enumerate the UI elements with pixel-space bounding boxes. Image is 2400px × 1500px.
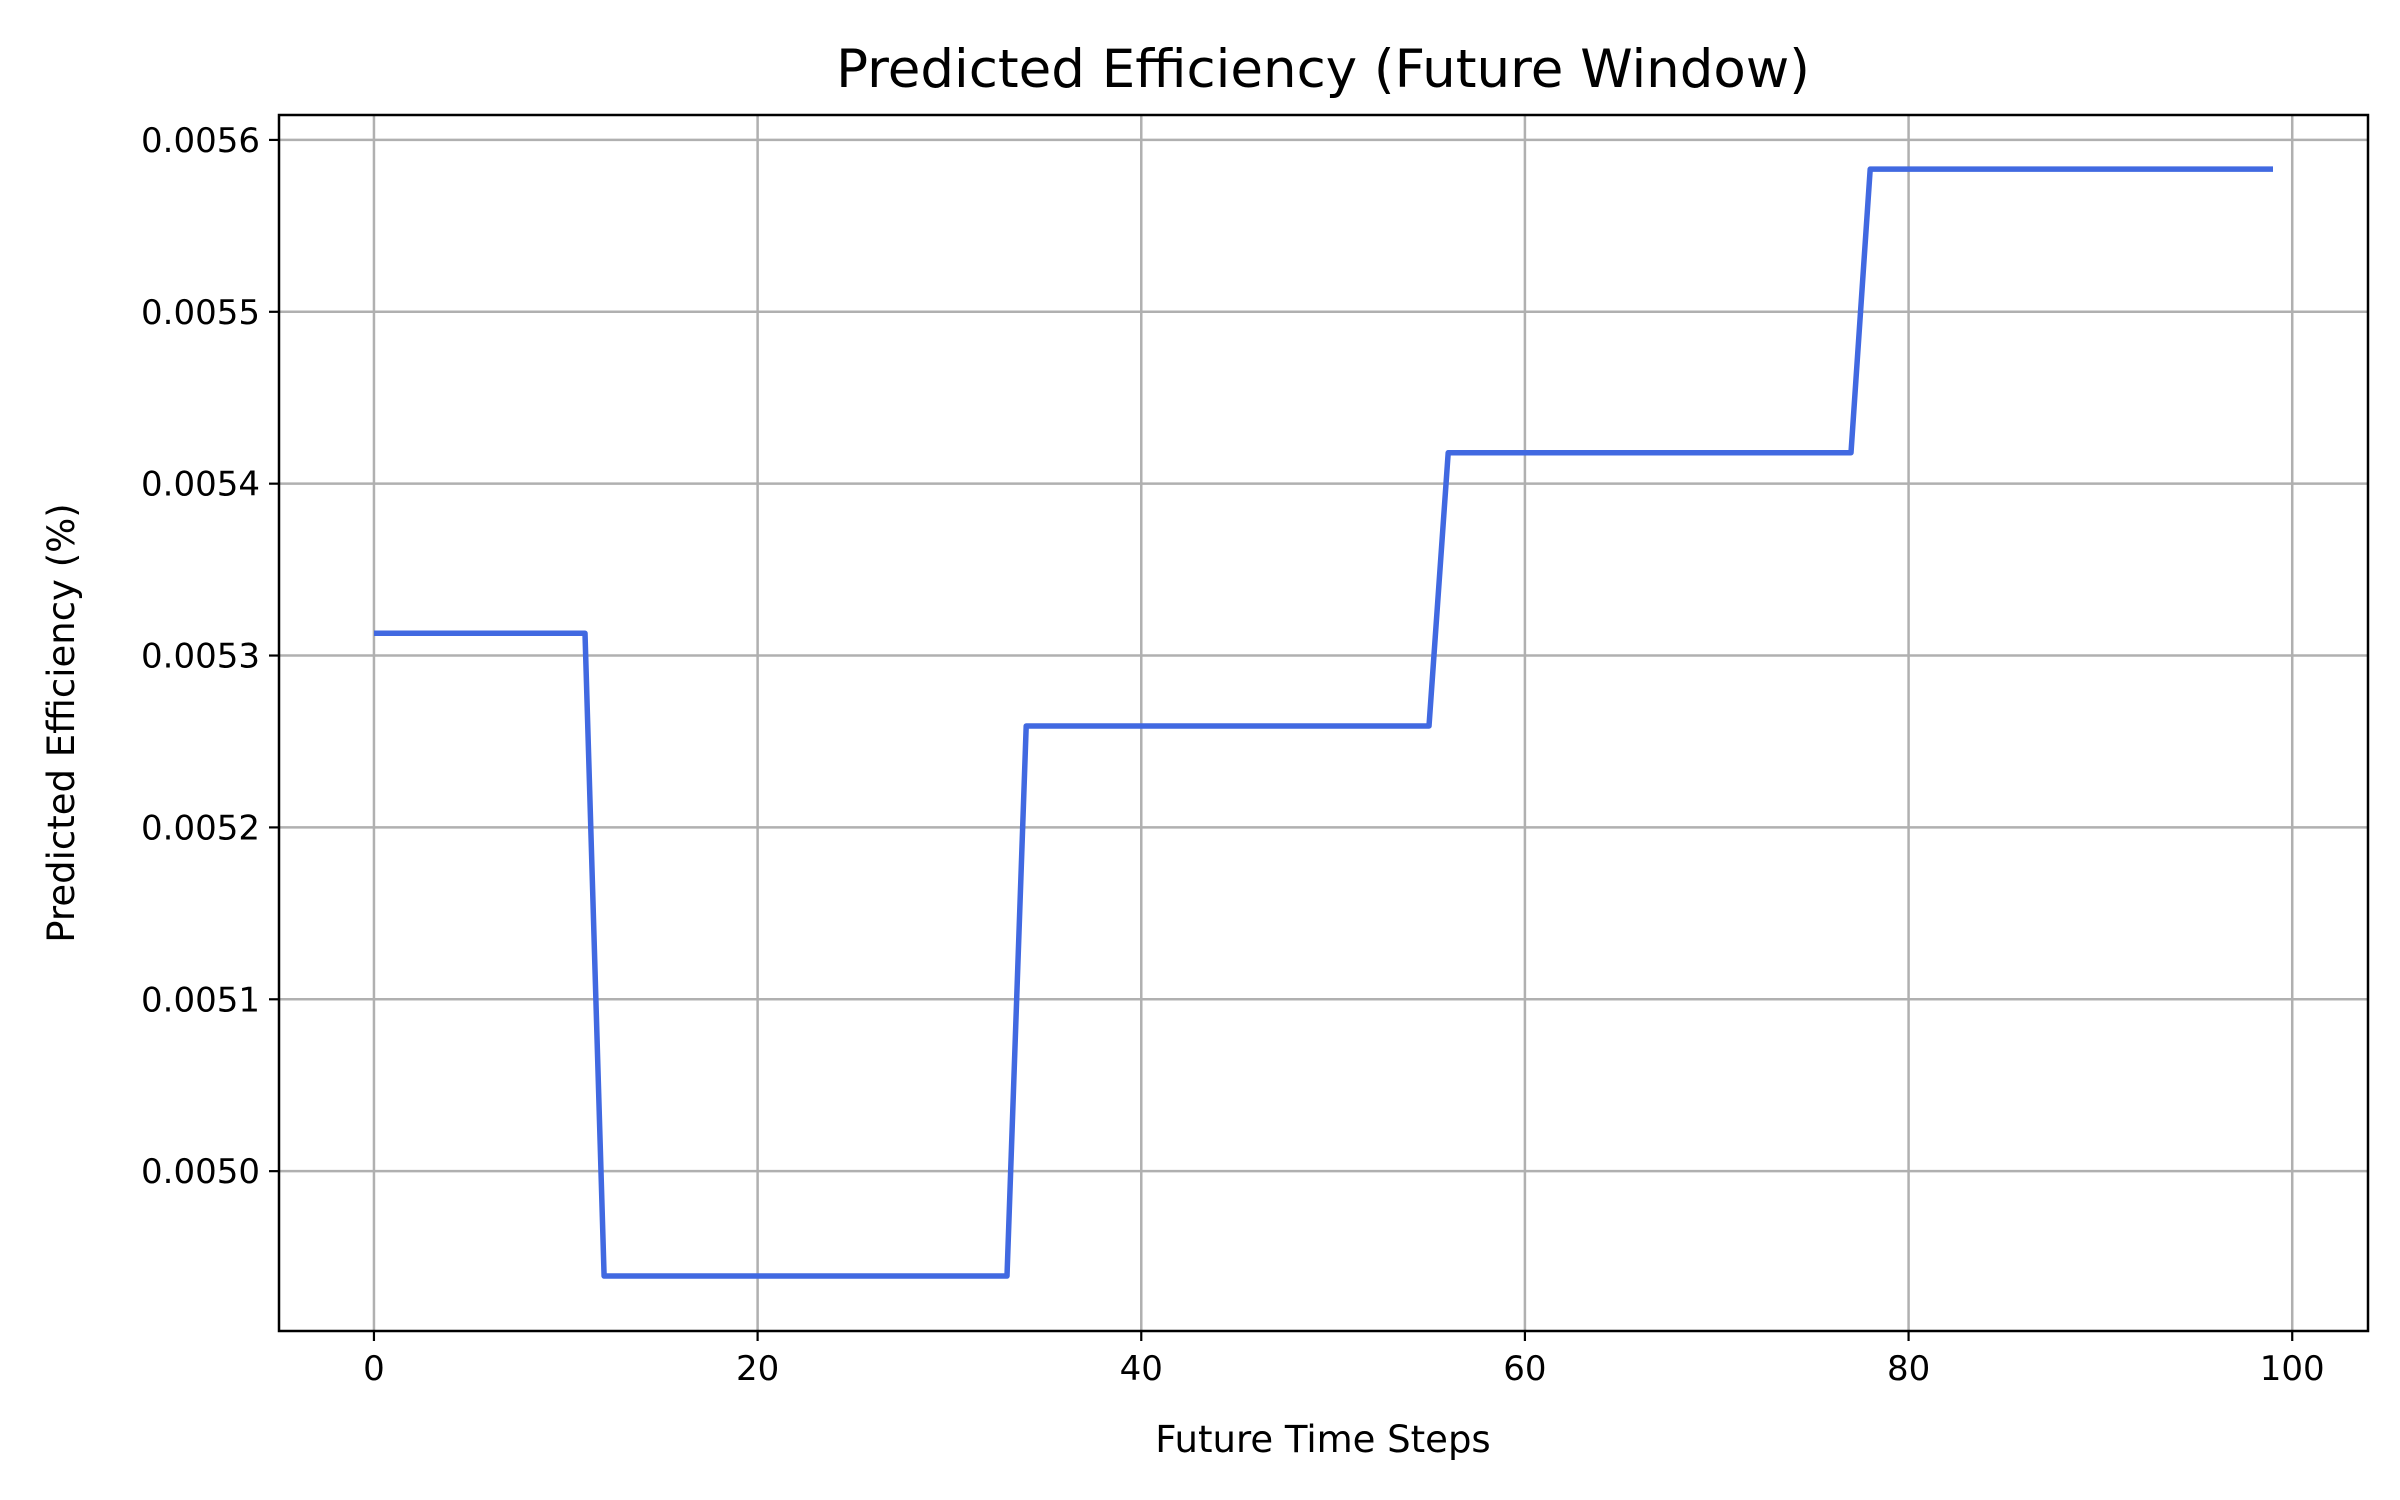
grid xyxy=(279,115,2368,1331)
x-tick-label: 100 xyxy=(2260,1349,2325,1389)
y-tick-label: 0.0056 xyxy=(141,121,260,161)
x-axis-label: Future Time Steps xyxy=(1155,1418,1490,1461)
y-tick-label: 0.0053 xyxy=(141,637,260,677)
y-axis-label: Predicted Efficiency (%) xyxy=(40,503,83,942)
y-tick-label: 0.0052 xyxy=(141,808,260,848)
plot-frame xyxy=(277,113,2370,1333)
axis-ticks: 0 20 40 60 80 100 0.0050 0.0051 0.0052 0.0053 0.00… xyxy=(141,121,2325,1389)
x-tick-label: 40 xyxy=(1120,1349,1163,1389)
x-tick-label: 80 xyxy=(1887,1349,1930,1389)
y-tick-label: 0.0051 xyxy=(141,980,260,1020)
x-tick-label: 60 xyxy=(1503,1349,1546,1389)
chart-title: Predicted Efficiency (Future Window) xyxy=(836,39,1810,100)
series-line xyxy=(374,166,2273,1279)
x-tick-label: 20 xyxy=(736,1349,779,1389)
x-tick-label: 0 xyxy=(363,1349,385,1389)
series-layer xyxy=(374,166,2273,1279)
y-tick-label: 0.0050 xyxy=(141,1152,260,1192)
y-tick-label: 0.0054 xyxy=(141,465,260,505)
y-tick-label: 0.0055 xyxy=(141,293,260,333)
